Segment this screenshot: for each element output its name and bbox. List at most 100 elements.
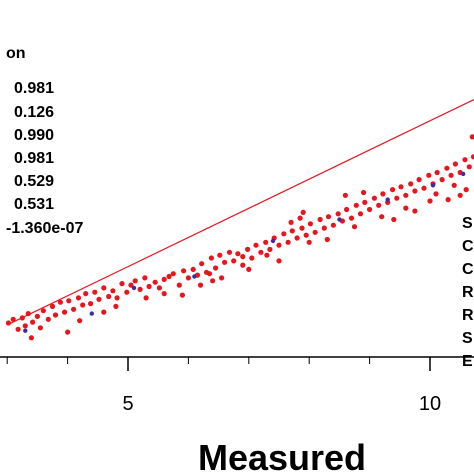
scatter-point [15,326,21,332]
scatter-point [37,325,44,331]
right-legend-letter-2: C [462,238,474,255]
scatter-point [89,311,95,316]
scatter-point [23,328,28,333]
scatter-point [267,246,273,252]
x-tick-label: 5 [122,393,133,415]
scatter-point [213,265,219,271]
scatter-point [106,293,112,300]
scatter-point [321,225,327,231]
stats-header: on [6,45,26,62]
scatter-point [179,292,185,298]
scatter-point [62,309,68,315]
scatter-point [367,206,373,213]
stats-value-7: -1.360e-07 [6,220,83,237]
scatter-point [208,255,214,261]
scatter-point [253,242,259,248]
scatter-point [394,195,400,201]
scatter-point [176,282,182,288]
scatter-point [199,261,205,267]
scatter-point [88,301,94,307]
stats-panel: on 0.981 0.126 0.990 0.981 0.529 0.531 -… [6,45,83,237]
scatter-point [142,275,148,281]
scatter-point [80,302,86,308]
scatter-point [10,316,16,322]
scatter-point [276,242,282,248]
scatter-point [337,217,342,222]
scatter-point [45,316,51,322]
scatter-point [156,285,162,291]
scatter-point [132,278,138,284]
scatter-point [403,192,409,198]
right-legend-letter-7: E [462,353,473,370]
scatter-point [206,271,213,277]
scatter-point [416,177,422,183]
scatter-point [166,273,172,280]
scatter-point [161,291,167,297]
scatter-point [398,184,404,190]
scatter-point [371,195,377,201]
scatter-point [285,239,291,245]
right-legend-letter-4: R [462,284,474,301]
scatter-point [403,205,409,211]
scatter-point [146,283,152,290]
scatter-point [335,211,341,217]
scatter-point [131,285,137,291]
scatter-point [452,161,458,167]
scatter-point [408,181,414,187]
scatter-point [22,323,28,329]
scatter-point [57,299,64,305]
scatter-point [427,198,433,204]
right-legend-letter-5: R [462,307,474,324]
scatter-point [439,177,445,183]
scatter-point [231,258,237,264]
scatter-point [217,252,223,258]
scatter-point [289,228,295,234]
scatter-point [161,276,167,282]
scatter-point [303,232,309,238]
scatter-point [52,312,59,318]
scatter-point [330,222,336,228]
scatter-point [344,206,350,213]
scatter-point [34,313,41,319]
scatter-point [190,266,196,272]
scatter-point [101,285,107,291]
stats-value-2: 0.126 [14,104,54,121]
scatter-point [307,221,313,227]
x-tick-label: 10 [419,393,441,415]
scatter-point [192,274,197,279]
scatter-point [197,282,204,288]
scatter-point [245,246,251,252]
stats-value-5: 0.529 [14,173,54,190]
scatter-point [124,289,130,295]
scatter-point [379,214,385,220]
scatter-point [222,259,228,265]
scatter-point [110,288,116,294]
scatter-point [390,187,396,193]
scatter-point [445,197,451,203]
scatter-point [325,214,332,220]
scatter-point [466,164,472,170]
scatter-point [40,308,47,314]
scatter-point [288,219,294,225]
scatter-point [170,271,176,277]
scatter-point [240,254,246,260]
scatter-point [461,171,466,177]
scatter-point [451,182,457,188]
scatter-point [114,295,120,301]
scatter-point [361,189,367,196]
scatter-point [324,236,330,243]
scatter-point [421,185,427,191]
scatter-point [270,238,276,244]
scatter-point [297,215,303,221]
scatter-point [380,191,386,197]
scatter-point [317,216,323,223]
plot-area [5,134,474,341]
scatter-point [65,329,71,335]
scatter-point [430,183,436,188]
scatter-point [412,188,418,194]
scatter-point [128,282,134,288]
scatter-point [457,192,463,198]
fit-line [6,98,474,326]
scatter-point [351,224,358,230]
